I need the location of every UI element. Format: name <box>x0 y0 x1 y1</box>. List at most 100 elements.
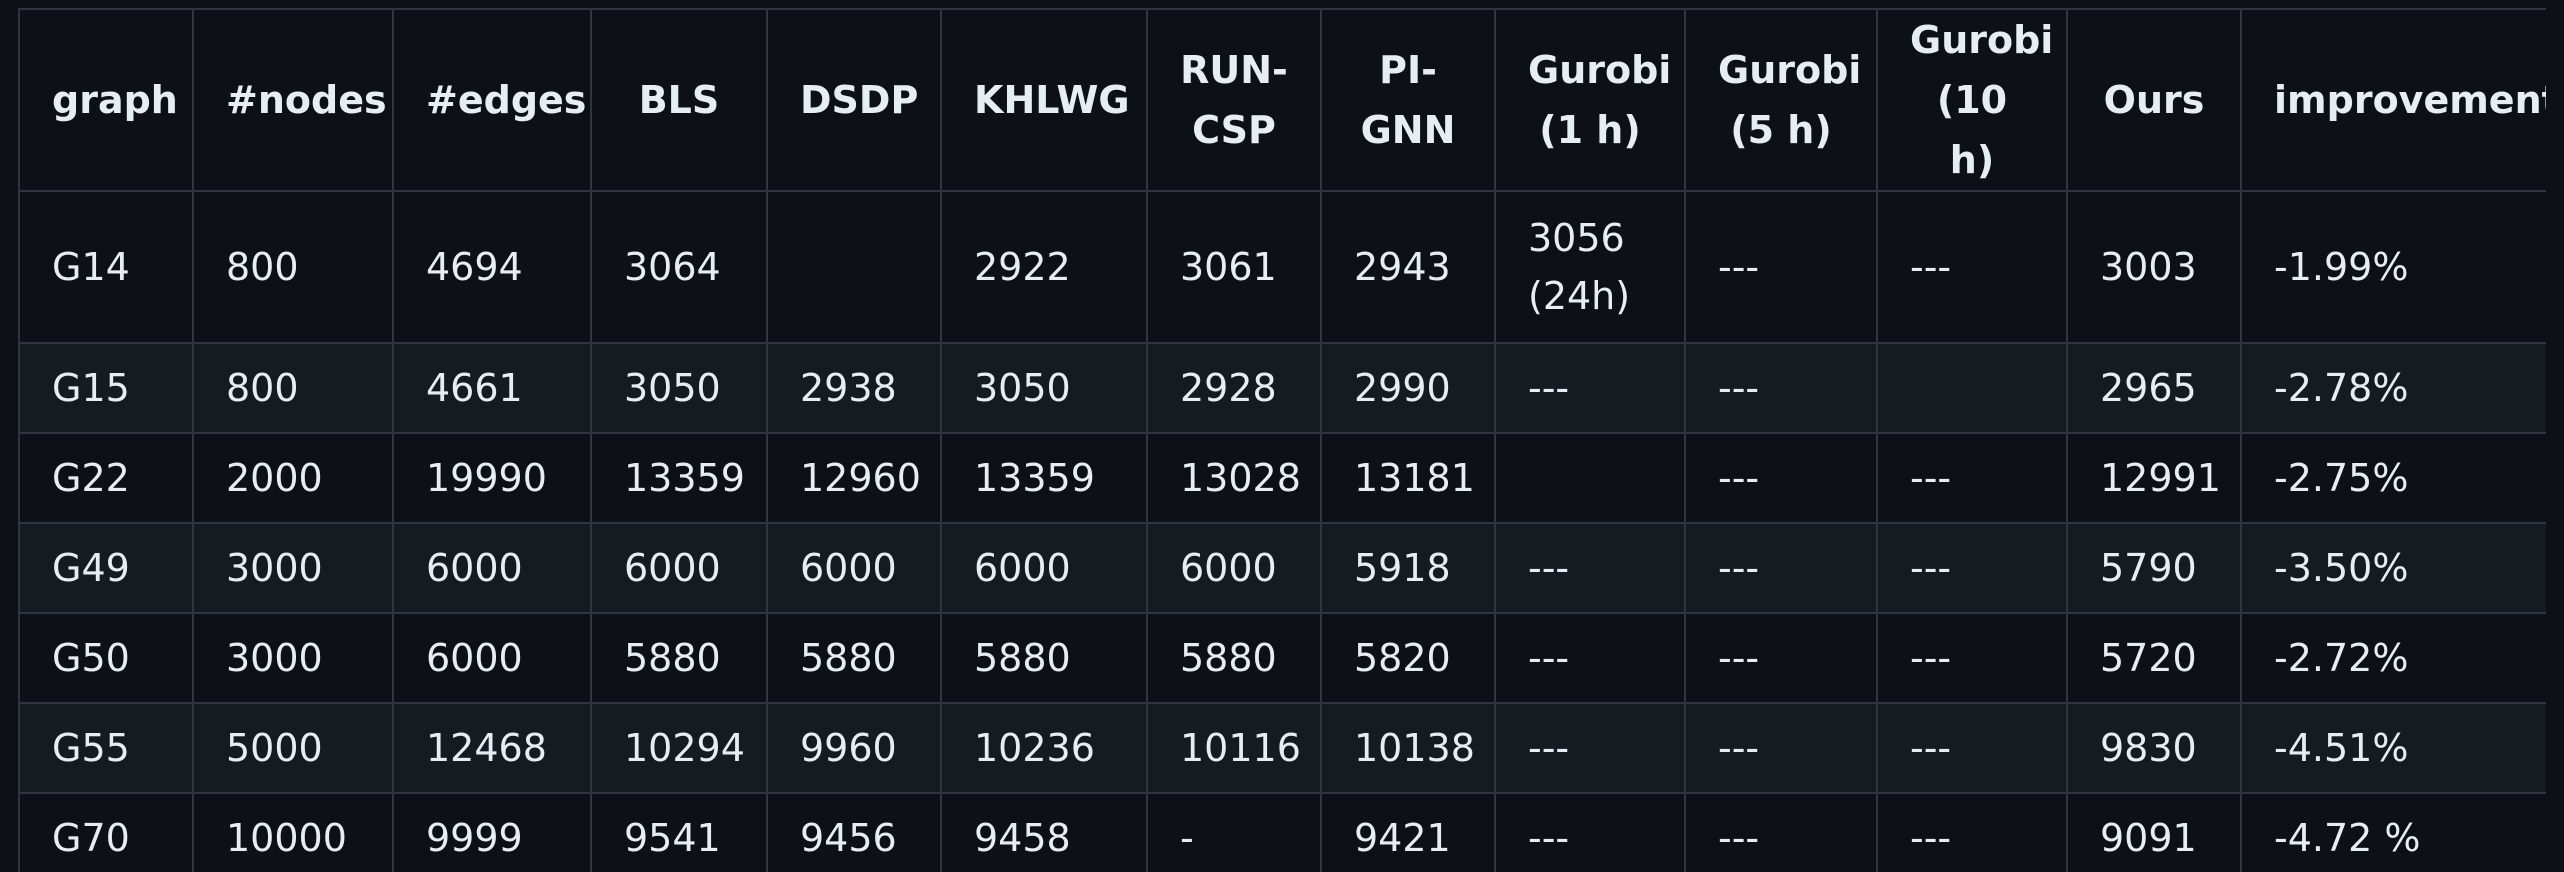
cell-pi-gnn: 5918 <box>1320 522 1496 614</box>
header-pi-gnn: PI-GNN <box>1320 8 1496 192</box>
cell-run-csp: - <box>1146 792 1322 872</box>
results-table: graph #nodes #edges BLS DSDP KHLWG RUN-C… <box>18 8 2546 872</box>
cell-graph: G15 <box>18 342 194 434</box>
cell-nodes: 3000 <box>192 522 394 614</box>
cell-gurobi-10h: --- <box>1876 190 2068 344</box>
cell-run-csp: 2928 <box>1146 342 1322 434</box>
cell-gurobi-10h: --- <box>1876 522 2068 614</box>
cell-edges: 4661 <box>392 342 592 434</box>
cell-improvement: -2.72% <box>2240 612 2546 704</box>
cell-run-csp: 6000 <box>1146 522 1322 614</box>
cell-dsdp: 9960 <box>766 702 942 794</box>
cell-edges: 19990 <box>392 432 592 524</box>
cell-khlwg: 3050 <box>940 342 1148 434</box>
cell-gurobi-1h <box>1494 432 1686 524</box>
cell-edges: 9999 <box>392 792 592 872</box>
cell-run-csp: 5880 <box>1146 612 1322 704</box>
cell-improvement: -2.75% <box>2240 432 2546 524</box>
cell-bls: 9541 <box>590 792 768 872</box>
cell-gurobi-5h: --- <box>1684 792 1878 872</box>
cell-ours: 3003 <box>2066 190 2242 344</box>
table-row: G55 5000 12468 10294 9960 10236 10116 10138 --- -… <box>18 702 2546 794</box>
cell-graph: G55 <box>18 702 194 794</box>
table-row: G15 800 4661 3050 2938 3050 2928 2990 --- --- 2965… <box>18 342 2546 434</box>
cell-gurobi-5h: --- <box>1684 702 1878 794</box>
header-run-csp: RUN-CSP <box>1146 8 1322 192</box>
cell-dsdp: 6000 <box>766 522 942 614</box>
cell-improvement: -1.99% <box>2240 190 2546 344</box>
cell-pi-gnn: 10138 <box>1320 702 1496 794</box>
cell-khlwg: 6000 <box>940 522 1148 614</box>
header-improvement: improvement <box>2240 8 2546 192</box>
cell-dsdp: 12960 <box>766 432 942 524</box>
cell-graph: G14 <box>18 190 194 344</box>
cell-gurobi-5h: --- <box>1684 342 1878 434</box>
cell-improvement: -2.78% <box>2240 342 2546 434</box>
cell-nodes: 800 <box>192 190 394 344</box>
header-edges: #edges <box>392 8 592 192</box>
header-khlwg: KHLWG <box>940 8 1148 192</box>
cell-edges: 6000 <box>392 522 592 614</box>
cell-bls: 10294 <box>590 702 768 794</box>
table-body: G14 800 4694 3064 2922 3061 2943 3056 (24h) --- -… <box>18 190 2546 872</box>
cell-gurobi-1h: --- <box>1494 792 1686 872</box>
cell-gurobi-10h: --- <box>1876 702 2068 794</box>
cell-khlwg: 5880 <box>940 612 1148 704</box>
cell-pi-gnn: 5820 <box>1320 612 1496 704</box>
cell-ours: 5720 <box>2066 612 2242 704</box>
cell-improvement: -4.72 % <box>2240 792 2546 872</box>
cell-gurobi-10h <box>1876 342 2068 434</box>
cell-gurobi-1h: --- <box>1494 342 1686 434</box>
table-row: G14 800 4694 3064 2922 3061 2943 3056 (24h) --- -… <box>18 190 2546 344</box>
cell-nodes: 5000 <box>192 702 394 794</box>
cell-pi-gnn: 9421 <box>1320 792 1496 872</box>
cell-khlwg: 2922 <box>940 190 1148 344</box>
cell-graph: G50 <box>18 612 194 704</box>
cell-edges: 12468 <box>392 702 592 794</box>
header-nodes: #nodes <box>192 8 394 192</box>
cell-bls: 6000 <box>590 522 768 614</box>
cell-bls: 5880 <box>590 612 768 704</box>
cell-khlwg: 9458 <box>940 792 1148 872</box>
cell-gurobi-5h: --- <box>1684 190 1878 344</box>
cell-bls: 3064 <box>590 190 768 344</box>
cell-ours: 12991 <box>2066 432 2242 524</box>
cell-ours: 9830 <box>2066 702 2242 794</box>
table-row: G49 3000 6000 6000 6000 6000 6000 5918 --- --- ---… <box>18 522 2546 614</box>
cell-pi-gnn: 2943 <box>1320 190 1496 344</box>
cell-bls: 3050 <box>590 342 768 434</box>
cell-khlwg: 10236 <box>940 702 1148 794</box>
cell-ours: 5790 <box>2066 522 2242 614</box>
header-dsdp: DSDP <box>766 8 942 192</box>
cell-improvement: -3.50% <box>2240 522 2546 614</box>
cell-improvement: -4.51% <box>2240 702 2546 794</box>
results-table-container: graph #nodes #edges BLS DSDP KHLWG RUN-C… <box>18 8 2546 872</box>
cell-dsdp: 9456 <box>766 792 942 872</box>
cell-ours: 2965 <box>2066 342 2242 434</box>
cell-graph: G49 <box>18 522 194 614</box>
cell-dsdp: 2938 <box>766 342 942 434</box>
header-bls: BLS <box>590 8 768 192</box>
header-gurobi-5h: Gurobi (5 h) <box>1684 8 1878 192</box>
cell-gurobi-1h: 3056 (24h) <box>1494 190 1686 344</box>
cell-gurobi-1h: --- <box>1494 612 1686 704</box>
cell-run-csp: 13028 <box>1146 432 1322 524</box>
cell-run-csp: 3061 <box>1146 190 1322 344</box>
header-ours: Ours <box>2066 8 2242 192</box>
cell-dsdp: 5880 <box>766 612 942 704</box>
cell-khlwg: 13359 <box>940 432 1148 524</box>
cell-run-csp: 10116 <box>1146 702 1322 794</box>
cell-gurobi-5h: --- <box>1684 432 1878 524</box>
cell-gurobi-1h: --- <box>1494 702 1686 794</box>
header-gurobi-10h: Gurobi (10 h) <box>1876 8 2068 192</box>
cell-edges: 4694 <box>392 190 592 344</box>
header-graph: graph <box>18 8 194 192</box>
cell-edges: 6000 <box>392 612 592 704</box>
table-row: G50 3000 6000 5880 5880 5880 5880 5820 --- --- ---… <box>18 612 2546 704</box>
header-gurobi-1h: Gurobi (1 h) <box>1494 8 1686 192</box>
cell-ours: 9091 <box>2066 792 2242 872</box>
cell-gurobi-10h: --- <box>1876 792 2068 872</box>
cell-nodes: 10000 <box>192 792 394 872</box>
cell-graph: G70 <box>18 792 194 872</box>
cell-nodes: 3000 <box>192 612 394 704</box>
